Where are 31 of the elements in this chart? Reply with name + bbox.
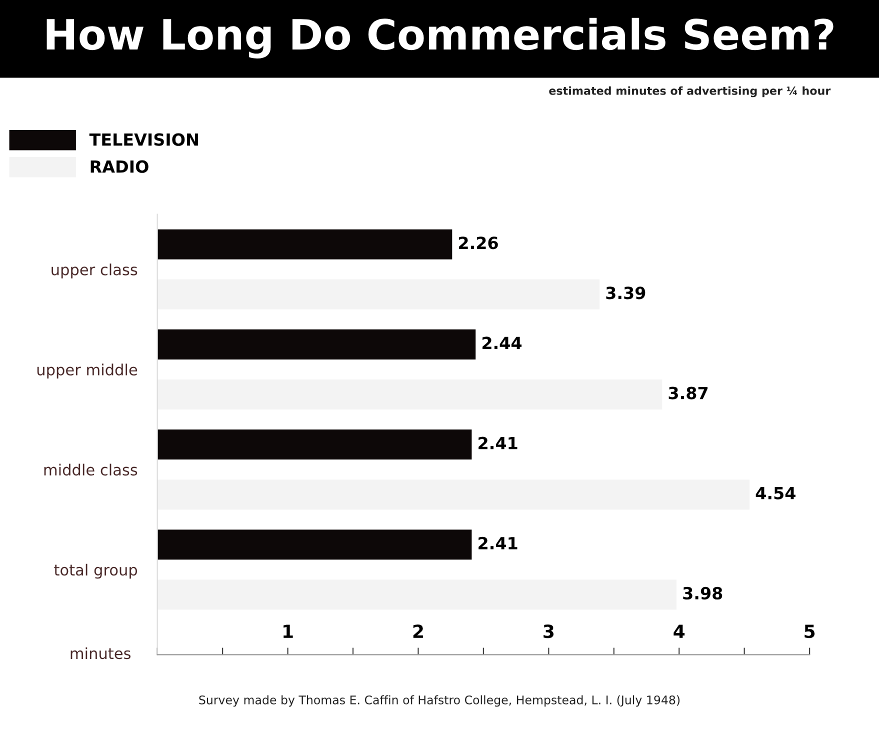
- bar: [157, 530, 472, 560]
- legend-label: RADIO: [90, 160, 148, 173]
- chart-subtitle: estimated minutes of advertising per ¼ hour: [549, 86, 831, 98]
- x-tick-label: 4: [674, 624, 685, 638]
- text: Survey made by Thomas E. Caffin of Hafstro College, Hempstead, L. I. (July 1948): [199, 695, 680, 707]
- data-label: 2.41: [478, 536, 518, 550]
- bar: [157, 279, 600, 310]
- data-label: 2.44: [482, 336, 522, 350]
- data-label: 3.39: [606, 286, 646, 300]
- x-axis-title: minutes: [70, 647, 131, 660]
- bar: [157, 229, 452, 260]
- data-label: 4.54: [756, 487, 796, 500]
- data-label: 3.98: [683, 586, 722, 600]
- x-tick-label: 2: [413, 624, 423, 638]
- data-label: 2.26: [459, 236, 498, 250]
- bar: [157, 480, 750, 510]
- x-tick-label: 1: [284, 624, 293, 638]
- y-tick-label: total group: [54, 564, 138, 579]
- legend-label: TELEVISION: [89, 133, 198, 146]
- chart-title: How Long Do Commercials Seem?: [46, 18, 834, 58]
- bar: [157, 379, 662, 410]
- data-label: 3.87: [668, 386, 708, 400]
- bar: [157, 580, 677, 610]
- y-tick-label: upper middle: [37, 364, 138, 378]
- y-tick-label: middle class: [44, 464, 138, 476]
- x-tick-label: 5: [804, 624, 815, 638]
- x-tick-label: 3: [544, 624, 554, 638]
- y-tick-label: upper class: [52, 264, 138, 278]
- bar: [157, 329, 476, 360]
- bar: [157, 430, 472, 460]
- data-label: 2.41: [478, 436, 518, 450]
